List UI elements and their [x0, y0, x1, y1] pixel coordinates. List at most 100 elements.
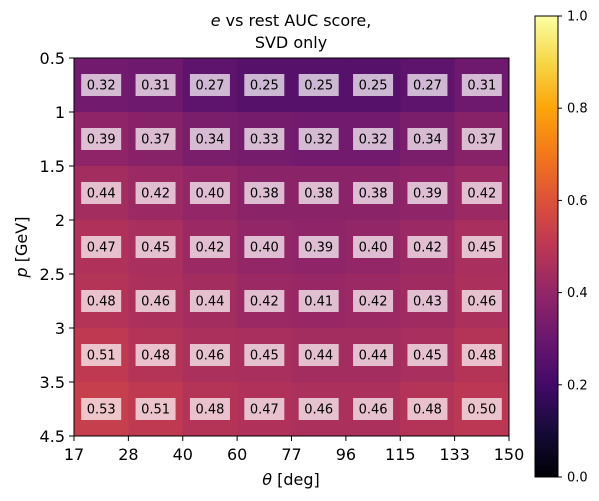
- value-label-box: [81, 182, 122, 204]
- value-label-box: [189, 182, 230, 204]
- colorbar-tick-label: 0.0: [567, 471, 588, 486]
- value-label-box: [189, 290, 230, 312]
- x-axis-unit: [deg]: [272, 470, 320, 489]
- value-label-box: [353, 236, 394, 258]
- cell-value-label: 0.45: [413, 349, 442, 364]
- y-tick-label: 4.5: [40, 427, 65, 446]
- cell-value-label: 0.44: [195, 295, 224, 310]
- cell-value-label: 0.42: [250, 295, 279, 310]
- cell-value-label: 0.38: [359, 187, 388, 202]
- value-label-box: [135, 74, 176, 96]
- value-label-box: [461, 128, 502, 150]
- cell-value-label: 0.46: [195, 349, 224, 364]
- cell-value-label: 0.25: [359, 79, 388, 94]
- cell-value-label: 0.42: [359, 295, 388, 310]
- x-tick-label: 77: [281, 445, 301, 464]
- x-tick-label: 28: [118, 445, 138, 464]
- cell-value-label: 0.45: [467, 241, 496, 256]
- cell-value-label: 0.45: [250, 349, 279, 364]
- cell-value-label: 0.46: [359, 403, 388, 418]
- y-axis-label: p [GeV]: [12, 217, 31, 279]
- cell-value-label: 0.32: [304, 133, 333, 148]
- colorbar-tick-label: 0.8: [567, 102, 588, 117]
- value-label-box: [461, 344, 502, 366]
- value-label-box: [189, 344, 230, 366]
- value-label-box: [298, 398, 339, 420]
- value-label-box: [189, 236, 230, 258]
- cell-value-label: 0.34: [195, 133, 224, 148]
- value-label-box: [298, 128, 339, 150]
- y-tick-label: 1.5: [40, 157, 65, 176]
- y-axis-variable: p: [12, 267, 31, 278]
- cell-value-label: 0.51: [141, 403, 170, 418]
- x-tick-label: 17: [64, 445, 84, 464]
- cell-value-label: 0.50: [467, 403, 496, 418]
- value-label-box: [81, 236, 122, 258]
- value-label-box: [298, 236, 339, 258]
- value-label-box: [189, 74, 230, 96]
- cell-value-label: 0.34: [413, 133, 442, 148]
- value-label-box: [244, 236, 285, 258]
- cell-value-label: 0.25: [250, 79, 279, 94]
- value-label-box: [81, 74, 122, 96]
- y-tick-label: 2.5: [40, 265, 65, 284]
- cell-value-label: 0.38: [304, 187, 333, 202]
- y-axis-unit: [GeV]: [12, 217, 31, 268]
- value-label-box: [244, 344, 285, 366]
- value-label-box: [353, 128, 394, 150]
- cell-value-label: 0.40: [250, 241, 279, 256]
- colorbar-tick-label: 0.2: [567, 378, 588, 393]
- value-label-box: [407, 182, 448, 204]
- x-tick-label: 60: [227, 445, 247, 464]
- cell-value-label: 0.39: [413, 187, 442, 202]
- cell-value-label: 0.48: [413, 403, 442, 418]
- y-tick-label: 1: [55, 103, 65, 122]
- cell-value-label: 0.44: [304, 349, 333, 364]
- cell-value-label: 0.48: [467, 349, 496, 364]
- cell-value-label: 0.32: [359, 133, 388, 148]
- value-label-box: [135, 182, 176, 204]
- y-tick-label: 0.5: [40, 49, 65, 68]
- chart-title-line1: e vs rest AUC score,: [211, 11, 372, 30]
- value-label-box: [135, 128, 176, 150]
- value-label-box: [244, 182, 285, 204]
- value-label-box: [461, 182, 502, 204]
- value-label-box: [353, 398, 394, 420]
- cell-value-label: 0.46: [141, 295, 170, 310]
- y-tick-label: 2: [55, 211, 65, 230]
- value-label-box: [407, 74, 448, 96]
- x-axis-ticks: 17 28 40 60 77 96 115 133 150: [64, 436, 524, 464]
- cell-value-label: 0.25: [304, 79, 333, 94]
- cell-value-label: 0.40: [195, 187, 224, 202]
- value-label-box: [461, 236, 502, 258]
- cell-value-label: 0.37: [467, 133, 496, 148]
- value-label-box: [407, 128, 448, 150]
- cell-value-label: 0.44: [359, 349, 388, 364]
- colorbar: [534, 15, 559, 478]
- title-variable: e: [211, 11, 221, 30]
- value-label-box: [135, 398, 176, 420]
- cell-value-label: 0.46: [467, 295, 496, 310]
- chart-title-line2: SVD only: [255, 33, 327, 52]
- cell-value-label: 0.33: [250, 133, 279, 148]
- value-label-box: [461, 398, 502, 420]
- value-label-box: [353, 182, 394, 204]
- value-label-box: [353, 290, 394, 312]
- cell-value-label: 0.42: [467, 187, 496, 202]
- cell-value-label: 0.32: [87, 79, 116, 94]
- cell-value-label: 0.40: [359, 241, 388, 256]
- cell-value-label: 0.43: [413, 295, 442, 310]
- cell-value-label: 0.51: [87, 349, 116, 364]
- cell-value-label: 0.41: [304, 295, 333, 310]
- value-label-box: [298, 182, 339, 204]
- colorbar-tick-label: 0.6: [567, 194, 588, 209]
- cell-value-label: 0.39: [87, 133, 116, 148]
- value-label-box: [81, 344, 122, 366]
- value-label-box: [407, 290, 448, 312]
- x-tick-label: 40: [173, 445, 193, 464]
- y-tick-label: 3.5: [40, 373, 65, 392]
- value-label-box: [461, 290, 502, 312]
- value-label-box: [244, 290, 285, 312]
- value-label-box: [298, 74, 339, 96]
